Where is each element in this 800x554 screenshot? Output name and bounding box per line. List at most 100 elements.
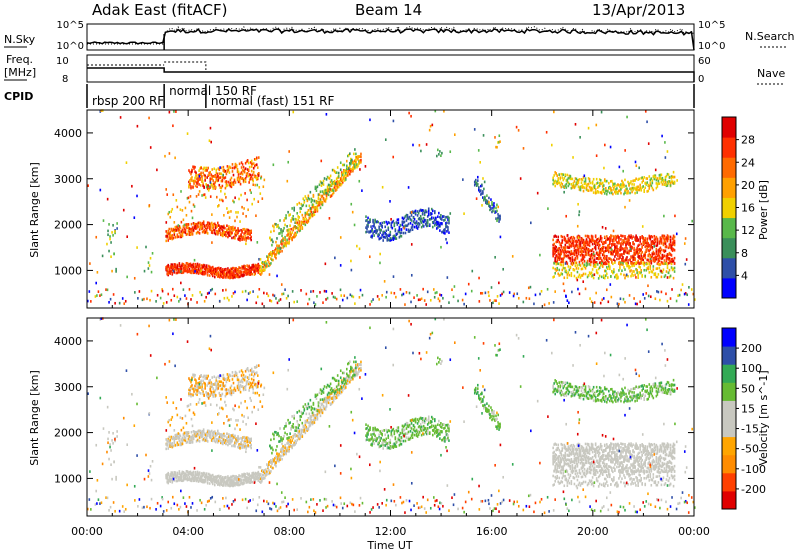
power-cell	[413, 296, 415, 299]
power-cell	[561, 176, 564, 179]
velocity-cell	[245, 481, 247, 484]
power-cell	[609, 187, 611, 190]
power-cell	[675, 299, 678, 303]
power-cell	[606, 245, 609, 249]
power-cell	[643, 261, 646, 265]
power-cell	[273, 229, 275, 233]
velocity-cell	[178, 472, 181, 475]
velocity-cell	[108, 431, 110, 434]
power-cell	[613, 237, 615, 241]
power-cell	[571, 256, 574, 259]
power-cell	[238, 197, 240, 201]
velocity-cell	[222, 480, 224, 483]
power-cell	[345, 164, 348, 168]
velocity-cell	[226, 479, 228, 483]
power-cell	[253, 265, 256, 268]
power-cell	[341, 298, 344, 302]
power-cell	[578, 210, 581, 213]
power-cell	[601, 298, 604, 302]
velocity-cell	[213, 483, 216, 487]
power-cell	[592, 239, 595, 243]
power-cell	[261, 197, 264, 200]
power-cell	[108, 300, 110, 304]
power-cell	[192, 179, 194, 183]
power-cell	[211, 184, 214, 188]
velocity-cell	[171, 445, 174, 449]
power-cell	[346, 166, 349, 169]
power-cell	[439, 293, 441, 297]
power-cell	[410, 210, 413, 214]
power-cell	[227, 235, 229, 239]
power-cell	[348, 170, 350, 174]
velocity-cell	[236, 483, 238, 487]
power-cell	[149, 256, 152, 260]
power-cell	[282, 246, 284, 249]
power-cell	[285, 214, 287, 217]
power-cell	[604, 241, 607, 244]
power-cell	[603, 254, 606, 258]
power-cell	[580, 247, 583, 251]
power-cell	[597, 242, 600, 246]
power-cell	[650, 243, 653, 246]
power-cell	[190, 172, 192, 176]
power-cell	[633, 186, 635, 190]
velocity-cell	[173, 473, 176, 476]
power-cell	[401, 223, 404, 227]
power-cell	[198, 221, 201, 225]
power-cell	[492, 203, 494, 207]
power-cell	[584, 253, 587, 256]
power-cell	[238, 266, 240, 269]
power-cell	[557, 252, 560, 256]
power-cell	[640, 257, 642, 261]
power-cell	[635, 188, 637, 192]
velocity-cell	[168, 440, 171, 444]
power-cell	[221, 275, 223, 279]
power-cell	[675, 232, 678, 236]
power-cell	[613, 186, 615, 190]
velocity-cell	[230, 482, 232, 485]
power-cell	[667, 173, 670, 176]
power-cell	[212, 182, 215, 186]
power-cell	[396, 232, 399, 236]
power-cell	[244, 167, 247, 170]
velocity-cell	[219, 476, 221, 480]
power-cell	[252, 162, 255, 165]
power-cell	[210, 177, 213, 181]
power-cell	[114, 230, 116, 233]
power-cell	[240, 271, 242, 275]
power-cell	[552, 301, 555, 304]
power-cell	[598, 250, 601, 254]
power-cell	[336, 176, 339, 180]
power-cell	[173, 294, 176, 298]
power-cell	[197, 173, 199, 177]
power-cell	[444, 232, 446, 235]
power-cell	[370, 229, 372, 233]
power-cell	[258, 272, 261, 276]
power-cell	[301, 204, 304, 208]
power-cell	[343, 170, 346, 173]
power-cell	[448, 231, 450, 234]
power-cell	[112, 234, 114, 237]
power-cell	[191, 176, 193, 179]
velocity-cell	[188, 441, 191, 444]
power-cell	[202, 272, 205, 276]
velocity-cell	[224, 480, 226, 484]
velocity-cell	[215, 475, 218, 479]
power-cell	[250, 272, 252, 276]
power-cell	[625, 237, 627, 241]
power-cell	[254, 158, 257, 161]
power-cell	[100, 109, 103, 112]
power-cell	[189, 170, 191, 174]
power-cell	[656, 254, 659, 258]
power-cell	[250, 191, 252, 195]
power-cell	[365, 215, 367, 218]
power-cell	[671, 257, 674, 261]
power-cell	[583, 182, 586, 186]
power-cell	[556, 240, 559, 244]
power-cell	[185, 226, 188, 229]
power-cell	[196, 270, 199, 274]
power-cell	[425, 210, 428, 214]
power-cell	[143, 297, 145, 301]
power-cell	[644, 182, 647, 185]
power-cell	[636, 246, 638, 250]
